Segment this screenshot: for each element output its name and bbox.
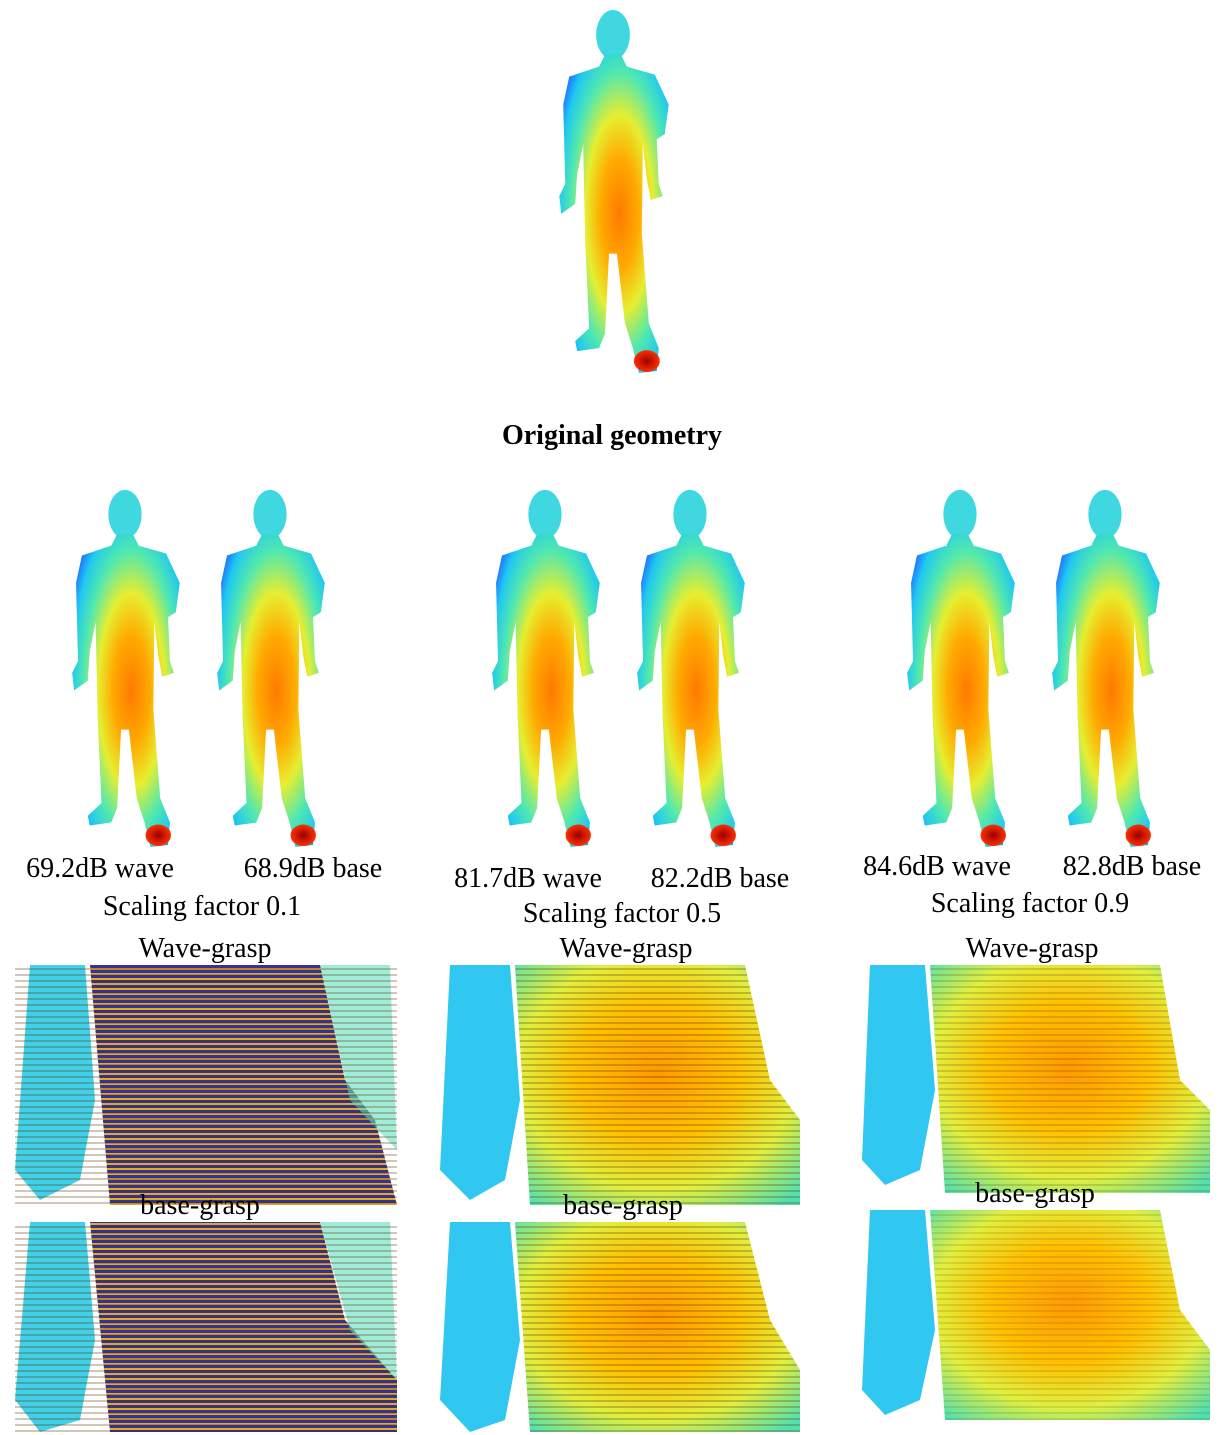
wave-crop — [862, 965, 1210, 1193]
crop-title: base-grasp — [975, 1180, 1095, 1208]
base-render — [637, 490, 745, 847]
wave-crop — [15, 965, 397, 1205]
wave-render — [907, 490, 1015, 847]
original-render — [559, 10, 668, 373]
crop-title: Wave-grasp — [965, 935, 1098, 963]
crop-title: base-grasp — [140, 1192, 260, 1220]
scaling-caption: Scaling factor 0.5 — [523, 900, 721, 928]
base-render — [1052, 490, 1160, 847]
base-render — [217, 490, 325, 847]
page: {"main": {"caption": "Original geometry"… — [0, 0, 1224, 1435]
base-crop — [15, 1222, 397, 1432]
crop-title: Wave-grasp — [138, 935, 271, 963]
base-crop — [440, 1222, 800, 1432]
scaling-caption: Scaling factor 0.9 — [931, 890, 1129, 918]
wave-label: 69.2dB wave — [26, 855, 174, 883]
base-label: 82.2dB base — [651, 865, 789, 893]
crop-title: Wave-grasp — [559, 935, 692, 963]
wave-render — [492, 490, 600, 847]
wave-label: 84.6dB wave — [863, 853, 1011, 881]
wave-crop — [440, 965, 800, 1205]
base-label: 82.8dB base — [1063, 853, 1201, 881]
base-label: 68.9dB base — [244, 855, 382, 883]
crop-title: base-grasp — [563, 1192, 683, 1220]
scaling-caption: Scaling factor 0.1 — [103, 893, 301, 921]
main-caption: Original geometry — [502, 422, 722, 450]
base-crop — [862, 1210, 1210, 1420]
wave-render — [72, 490, 180, 847]
wave-label: 81.7dB wave — [454, 865, 602, 893]
